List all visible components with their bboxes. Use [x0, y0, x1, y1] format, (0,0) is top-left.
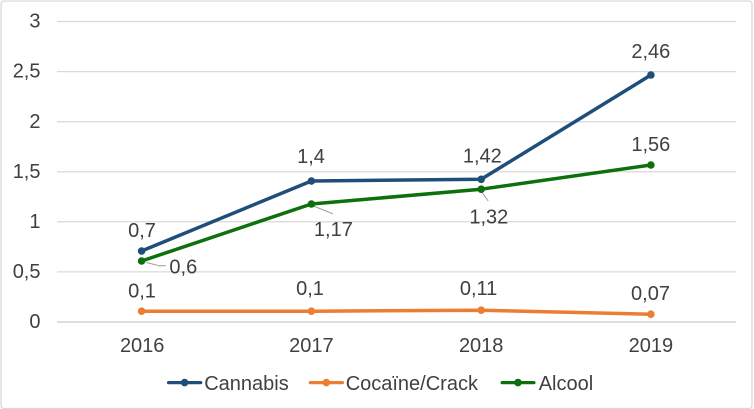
svg-text:1,32: 1,32: [469, 207, 508, 229]
svg-text:2: 2: [29, 111, 40, 133]
svg-text:2018: 2018: [459, 335, 504, 357]
svg-text:0: 0: [29, 311, 40, 333]
svg-text:0,07: 0,07: [631, 283, 670, 305]
svg-text:1: 1: [29, 211, 40, 233]
svg-text:0,7: 0,7: [128, 220, 156, 242]
svg-text:0,5: 0,5: [13, 261, 41, 283]
svg-text:0,6: 0,6: [169, 256, 197, 278]
svg-text:Alcool: Alcool: [539, 373, 593, 395]
svg-text:2017: 2017: [289, 335, 334, 357]
svg-text:1,56: 1,56: [631, 134, 670, 156]
svg-text:1,42: 1,42: [463, 145, 502, 167]
svg-text:0,1: 0,1: [296, 278, 324, 300]
svg-text:0,11: 0,11: [460, 278, 497, 300]
svg-text:1,5: 1,5: [13, 161, 41, 183]
svg-text:2,5: 2,5: [13, 61, 41, 83]
svg-text:1,17: 1,17: [314, 219, 353, 241]
svg-text:Cannabis: Cannabis: [204, 373, 289, 395]
svg-text:1,4: 1,4: [297, 146, 325, 168]
svg-text:3: 3: [29, 11, 40, 33]
svg-text:2016: 2016: [120, 335, 165, 357]
svg-text:Cocaïne/Crack: Cocaïne/Crack: [346, 373, 479, 395]
svg-text:2019: 2019: [629, 335, 674, 357]
svg-text:0,1: 0,1: [128, 280, 156, 302]
svg-text:2,46: 2,46: [631, 41, 670, 63]
